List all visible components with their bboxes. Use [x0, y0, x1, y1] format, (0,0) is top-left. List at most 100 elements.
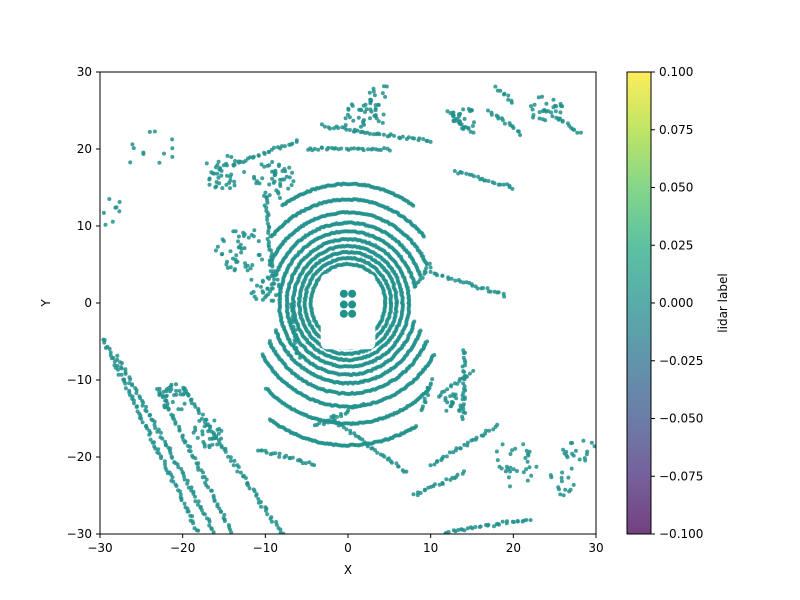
cluster-point — [278, 196, 282, 200]
colorbar-fill — [627, 72, 651, 534]
line-point — [441, 454, 446, 459]
cluster-point — [566, 475, 571, 480]
cluster-point — [553, 109, 558, 114]
line-point — [196, 467, 201, 472]
cluster-point — [373, 113, 378, 118]
cluster-point — [213, 248, 218, 253]
y-tick-label: 20 — [77, 142, 92, 156]
line-point — [361, 402, 366, 406]
cluster-point — [224, 163, 229, 168]
cluster-point — [193, 425, 198, 430]
line-point — [472, 174, 476, 179]
x-axis-ticks: −30 −20 −10 0 10 20 30 — [87, 534, 604, 555]
line-point — [263, 508, 268, 513]
cluster-point — [221, 163, 226, 168]
line-point — [444, 477, 449, 482]
ring-point — [425, 339, 430, 344]
colorbar-tick-label: −0.050 — [659, 412, 703, 426]
cluster-point — [259, 162, 264, 167]
cluster-point — [141, 150, 146, 155]
line-point — [422, 396, 427, 401]
cluster-point — [164, 393, 169, 398]
cluster-point — [373, 103, 378, 108]
colorbar-label: lidar label — [716, 273, 730, 332]
cluster-point — [527, 465, 532, 470]
line-point — [572, 127, 577, 132]
line-point — [123, 381, 128, 386]
cluster-point — [265, 286, 270, 291]
line-point — [272, 145, 276, 150]
cluster-point — [224, 182, 229, 187]
line-point — [266, 240, 271, 244]
ring-point — [418, 328, 423, 333]
line-point — [291, 324, 296, 329]
cluster-point — [225, 153, 230, 158]
cluster-point — [265, 163, 270, 168]
cluster-point — [277, 284, 281, 289]
cluster-point — [380, 120, 385, 125]
line-point — [486, 522, 491, 527]
colorbar-tick-label: 0.100 — [659, 65, 693, 79]
cluster-point — [217, 181, 222, 186]
cluster-point — [245, 263, 250, 268]
cluster-point — [363, 110, 367, 114]
cluster-point — [182, 401, 187, 406]
cluster-point — [249, 277, 254, 282]
line-point — [460, 364, 465, 369]
cluster-point — [228, 186, 232, 191]
line-point — [412, 284, 417, 289]
line-point — [453, 278, 458, 283]
cluster-point — [221, 239, 226, 244]
line-point — [153, 426, 158, 430]
line-point — [373, 448, 377, 453]
cluster-point — [500, 442, 505, 447]
line-point — [150, 440, 155, 445]
line-point — [462, 442, 467, 447]
line-point — [412, 136, 417, 141]
line-point — [312, 463, 317, 468]
cluster-point — [202, 424, 207, 429]
line-point — [366, 147, 371, 152]
y-tick-label: −10 — [67, 373, 92, 387]
line-point — [351, 405, 356, 410]
line-point — [352, 146, 357, 151]
line-point — [386, 456, 391, 461]
line-point — [281, 531, 286, 534]
colorbar-tick-label: −0.100 — [659, 527, 703, 541]
cluster-point — [241, 234, 246, 238]
cluster-point — [267, 182, 272, 187]
line-point — [138, 396, 143, 401]
line-point — [382, 146, 387, 151]
line-point — [489, 112, 494, 117]
cluster-point — [567, 489, 572, 494]
cluster-point — [457, 408, 462, 413]
line-point — [268, 516, 273, 521]
cluster-point — [164, 398, 169, 403]
cluster-point — [245, 268, 250, 273]
cluster-point — [246, 235, 251, 240]
line-point — [193, 499, 198, 504]
cluster-point — [511, 467, 516, 472]
cluster-point — [212, 171, 217, 176]
cluster-point — [181, 385, 186, 390]
line-point — [492, 181, 497, 186]
ego-vehicle-point — [339, 289, 348, 298]
line-point — [339, 146, 344, 151]
line-point — [200, 412, 205, 417]
line-point — [103, 345, 108, 350]
line-point — [411, 492, 416, 497]
line-point — [188, 444, 193, 449]
colorbar-tick-label: 0.075 — [659, 123, 693, 137]
ring-point — [406, 301, 411, 305]
line-point — [166, 407, 171, 412]
cluster-point — [172, 393, 177, 397]
cluster-point — [216, 431, 221, 436]
cluster-point — [343, 116, 348, 121]
line-point — [266, 244, 271, 249]
cluster-point — [233, 229, 238, 234]
cluster-point — [368, 116, 372, 121]
line-point — [266, 230, 271, 235]
ring-point — [280, 203, 285, 208]
cluster-point — [200, 429, 205, 434]
